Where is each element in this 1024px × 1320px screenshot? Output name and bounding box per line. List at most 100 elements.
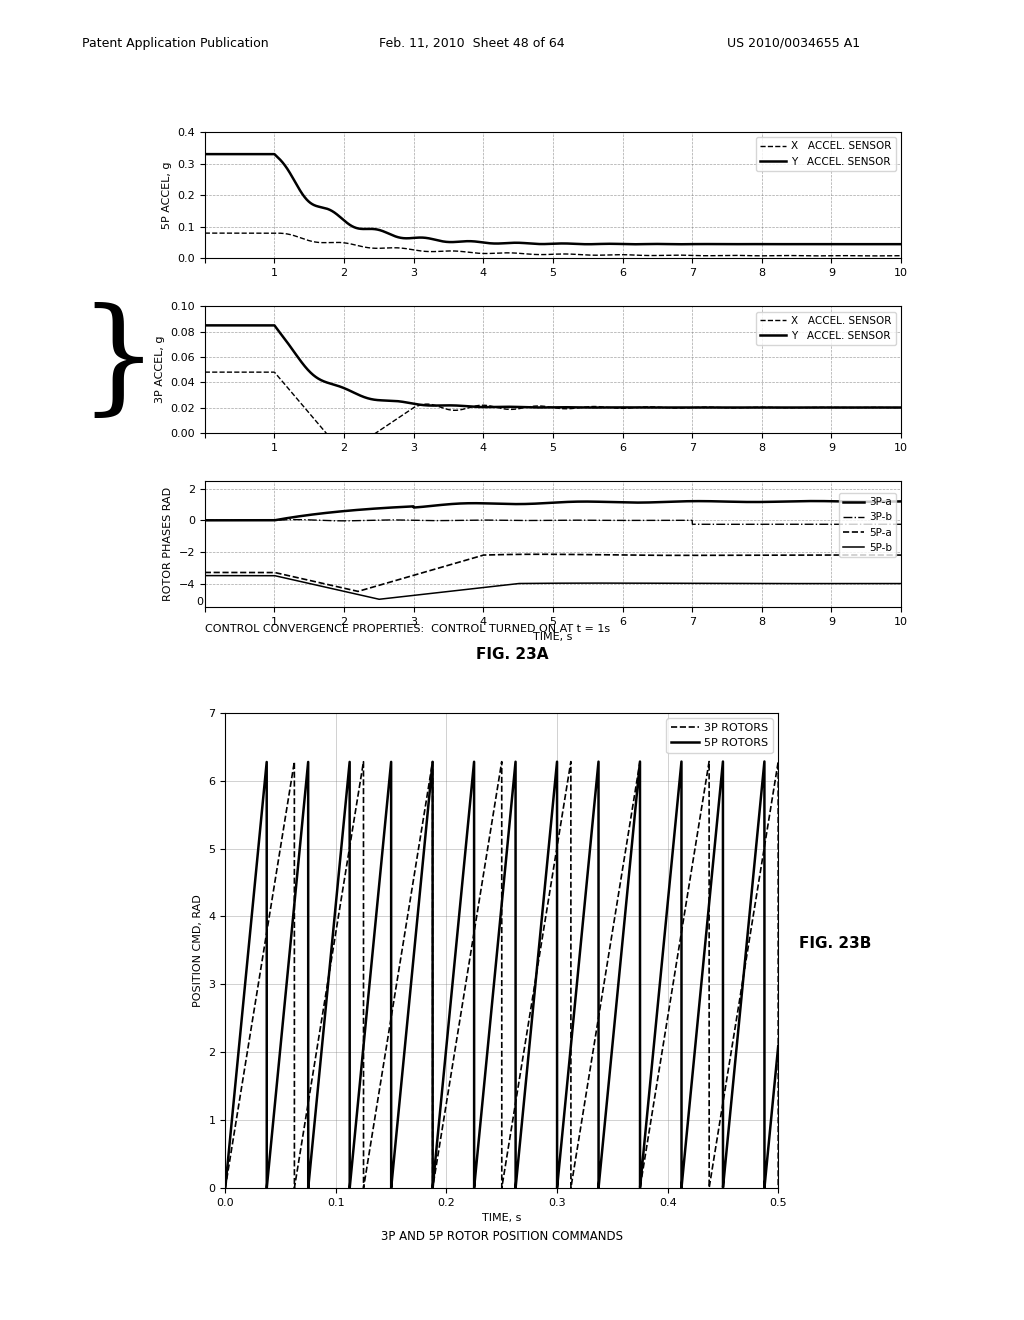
Y   ACCEL. SENSOR [199,317,211,333]
5P-b [807,576,819,591]
3P-a [882,494,894,510]
Y-axis label: 3P ACCEL, g: 3P ACCEL, g [155,335,165,404]
Legend: X   ACCEL. SENSOR, Y   ACCEL. SENSOR: X ACCEL. SENSOR, Y ACCEL. SENSOR [756,137,896,170]
5P ROTORS [252,840,264,855]
Y   ACCEL. SENSOR [807,400,819,416]
3P-b [496,512,508,528]
Line: 5P ROTORS: 5P ROTORS [225,762,778,1188]
5P-a [199,565,211,581]
3P-b [319,512,332,528]
Line: Y   ACCEL. SENSOR: Y ACCEL. SENSOR [205,325,901,408]
5P-b [895,576,907,591]
3P-a [808,494,820,510]
X   ACCEL. SENSOR [319,235,332,251]
5P ROTORS [489,960,502,975]
3P ROTORS [219,1180,231,1196]
5P-a [496,546,508,562]
5P ROTORS [242,945,254,961]
Y   ACCEL. SENSOR [882,400,894,416]
3P-b [708,516,720,532]
3P-b [466,512,478,528]
X   ACCEL. SENSOR [807,400,819,416]
Y   ACCEL. SENSOR [496,235,508,251]
X   ACCEL. SENSOR [279,376,291,392]
Text: US 2010/0034655 A1: US 2010/0034655 A1 [727,37,860,50]
Y   ACCEL. SENSOR [279,330,291,346]
3P-b [807,516,819,532]
5P ROTORS [219,1180,231,1196]
X   ACCEL. SENSOR [496,401,508,417]
Legend: X   ACCEL. SENSOR, Y   ACCEL. SENSOR: X ACCEL. SENSOR, Y ACCEL. SENSOR [756,312,896,345]
5P ROTORS [772,1038,784,1053]
Y   ACCEL. SENSOR [895,236,907,252]
Y   ACCEL. SENSOR [807,236,819,252]
5P-b [199,568,211,583]
3P ROTORS [489,792,502,808]
5P ROTORS [742,913,755,929]
3P ROTORS [328,937,340,953]
5P-b [373,591,385,607]
Line: 3P-a: 3P-a [205,502,901,520]
Line: X   ACCEL. SENSOR: X ACCEL. SENSOR [205,372,901,454]
Y   ACCEL. SENSOR [199,147,211,162]
3P ROTORS [772,1180,784,1196]
Text: }: } [78,302,158,424]
Y   ACCEL. SENSOR [628,236,640,252]
Text: CONTROL CONVERGENCE PROPERTIES:  CONTROL TURNED ON AT t = 1s: CONTROL CONVERGENCE PROPERTIES: CONTROL … [205,624,610,635]
Y   ACCEL. SENSOR [466,234,478,249]
3P-b [895,516,907,532]
Line: 3P ROTORS: 3P ROTORS [225,762,778,1188]
X   ACCEL. SENSOR [199,364,211,380]
5P ROTORS [328,919,340,935]
5P-a [279,566,291,582]
X   ACCEL. SENSOR [466,244,478,260]
Line: X   ACCEL. SENSOR: X ACCEL. SENSOR [205,234,901,256]
X-axis label: TIME, s: TIME, s [482,1213,521,1224]
5P-b [496,577,508,593]
5P ROTORS [221,1155,233,1171]
X   ACCEL. SENSOR [279,226,291,242]
Legend: 3P-a, 3P-b, 5P-a, 5P-b: 3P-a, 3P-b, 5P-a, 5P-b [839,494,896,557]
Y   ACCEL. SENSOR [466,399,478,414]
5P-b [319,579,332,595]
3P-b [882,516,894,532]
X   ACCEL. SENSOR [895,400,907,416]
Line: 3P-b: 3P-b [205,520,901,524]
5P-a [807,546,819,562]
3P-a [319,506,332,521]
5P-a [895,548,907,564]
3P-b [290,512,302,528]
5P ROTORS [758,754,770,770]
X   ACCEL. SENSOR [466,399,478,414]
X   ACCEL. SENSOR [882,248,894,264]
Text: Feb. 11, 2010  Sheet 48 of 64: Feb. 11, 2010 Sheet 48 of 64 [379,37,564,50]
Text: 0: 0 [197,597,204,607]
X   ACCEL. SENSOR [895,248,907,264]
5P-b [882,576,894,591]
X   ACCEL. SENSOR [867,248,880,264]
3P ROTORS [742,935,755,950]
Text: Patent Application Publication: Patent Application Publication [82,37,268,50]
3P-a [806,494,818,510]
5P-a [534,546,546,562]
3P-a [466,495,478,511]
X   ACCEL. SENSOR [496,246,508,261]
X   ACCEL. SENSOR [319,425,332,441]
5P-a [466,550,478,566]
3P ROTORS [242,1039,254,1055]
Line: 5P-a: 5P-a [205,554,901,591]
Y   ACCEL. SENSOR [319,374,332,389]
Text: 3P AND 5P ROTOR POSITION COMMANDS: 3P AND 5P ROTOR POSITION COMMANDS [381,1230,623,1243]
3P-b [199,512,211,528]
Text: FIG. 23B: FIG. 23B [799,936,871,952]
Y   ACCEL. SENSOR [882,236,894,252]
Legend: 3P ROTORS, 5P ROTORS: 3P ROTORS, 5P ROTORS [667,718,773,752]
3P-b [279,512,291,528]
3P-a [496,496,508,512]
X   ACCEL. SENSOR [199,226,211,242]
3P ROTORS [702,754,715,770]
Y-axis label: 5P ACCEL, g: 5P ACCEL, g [162,161,172,228]
3P-a [279,511,291,527]
5P-a [352,583,365,599]
X   ACCEL. SENSOR [806,248,818,264]
